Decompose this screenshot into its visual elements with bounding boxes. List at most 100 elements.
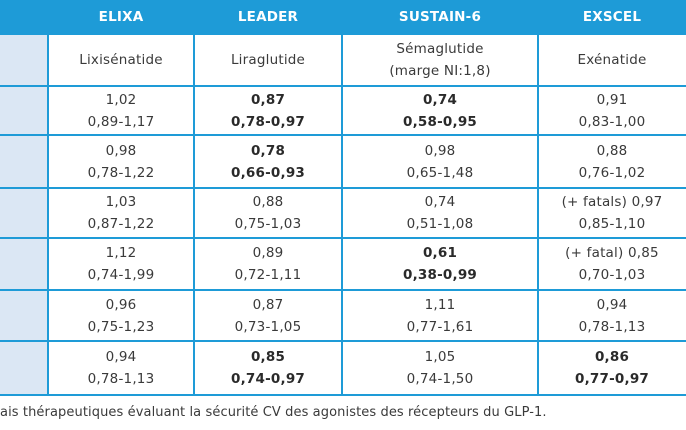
- hazard-ratio: 0,89: [252, 245, 284, 261]
- confidence-interval: 0,65-1,48: [406, 164, 474, 181]
- hazard-ratio: 0,94: [105, 349, 137, 365]
- drug-name: Sémaglutide: [396, 41, 484, 57]
- confidence-interval: 0,78-1,22: [87, 164, 155, 181]
- confidence-interval: 0,83-1,00: [578, 113, 646, 130]
- drug-cell: Exénatide: [538, 34, 686, 86]
- confidence-interval: 0,73-1,05: [234, 318, 302, 335]
- hazard-ratio: 1,12: [105, 245, 137, 261]
- confidence-interval: 0,51-1,08: [406, 216, 474, 232]
- result-cell: 0,94 0,78-1,13: [48, 341, 194, 395]
- result-cell: 0,61 0,38-0,99: [342, 238, 538, 290]
- column-divider: [341, 0, 343, 395]
- result-cell: 0,89 0,72-1,11: [194, 238, 342, 290]
- result-cell: 0,91 0,83-1,00: [538, 86, 686, 135]
- row-divider: [0, 85, 686, 87]
- hazard-ratio: 0,74: [422, 91, 458, 108]
- row-label-cell: [0, 135, 48, 188]
- confidence-interval: 0,77-0,97: [574, 371, 650, 387]
- drug-name: Lixisénatide: [79, 52, 163, 68]
- row-divider: [0, 237, 686, 239]
- result-cell: 1,02 0,89-1,17: [48, 86, 194, 135]
- column-header-label: EXSCEL: [582, 9, 642, 25]
- confidence-interval: 0,78-0,97: [230, 113, 306, 130]
- result-cell: 1,11 0,77-1,61: [342, 290, 538, 341]
- hazard-ratio: 0,78: [250, 142, 286, 159]
- hazard-ratio: 0,86: [594, 349, 630, 365]
- column-header: LEADER: [194, 0, 342, 34]
- drug-cell: Liraglutide: [194, 34, 342, 86]
- header-corner: [0, 0, 48, 34]
- result-cell: 0,78 0,66-0,93: [194, 135, 342, 188]
- result-cell: 0,88 0,76-1,02: [538, 135, 686, 188]
- confidence-interval: 0,74-1,99: [87, 267, 155, 283]
- confidence-interval: 0,78-1,13: [87, 371, 155, 387]
- result-cell: 0,98 0,65-1,48: [342, 135, 538, 188]
- column-divider: [537, 0, 539, 395]
- drug-name: Exénatide: [577, 52, 647, 68]
- confidence-interval: 0,74-0,97: [230, 371, 306, 387]
- result-cell: 0,87 0,78-0,97: [194, 86, 342, 135]
- table-caption: ais thérapeutiques évaluant la sécurité …: [0, 405, 547, 420]
- hazard-ratio: 0,91: [596, 91, 628, 108]
- confidence-interval: 0,76-1,02: [578, 164, 646, 181]
- hazard-ratio: 0,87: [250, 91, 286, 108]
- column-header-label: ELIXA: [98, 9, 144, 25]
- column-header-label: LEADER: [237, 9, 299, 25]
- result-cell: 0,74 0,51-1,08: [342, 188, 538, 238]
- row-label-cell: [0, 188, 48, 238]
- hazard-ratio: 0,98: [105, 142, 137, 159]
- result-cell: 1,12 0,74-1,99: [48, 238, 194, 290]
- confidence-interval: 0,38-0,99: [402, 267, 478, 283]
- hazard-ratio: 1,05: [424, 349, 456, 365]
- hazard-ratio: 0,61: [422, 245, 458, 261]
- hazard-ratio: 0,87: [252, 296, 284, 313]
- confidence-interval: 0,72-1,11: [234, 267, 302, 283]
- row-divider: [0, 33, 686, 35]
- result-cell: (+ fatals) 0,97 0,85-1,10: [538, 188, 686, 238]
- hazard-ratio: 0,98: [424, 142, 456, 159]
- confidence-interval: 0,66-0,93: [230, 164, 306, 181]
- result-cell: 1,03 0,87-1,22: [48, 188, 194, 238]
- hazard-ratio: 0,88: [252, 194, 284, 210]
- drug-name: (marge NI:1,8): [389, 63, 491, 79]
- result-cell: 0,86 0,77-0,97: [538, 341, 686, 395]
- confidence-interval: 0,75-1,03: [234, 216, 302, 232]
- drug-cell: Lixisénatide: [48, 34, 194, 86]
- confidence-interval: 0,85-1,10: [578, 216, 646, 232]
- confidence-interval: 0,87-1,22: [87, 216, 155, 232]
- confidence-interval: 0,70-1,03: [578, 267, 646, 283]
- column-header: ELIXA: [48, 0, 194, 34]
- hazard-ratio: 0,96: [105, 296, 137, 313]
- result-cell: 0,85 0,74-0,97: [194, 341, 342, 395]
- result-cell: 0,87 0,73-1,05: [194, 290, 342, 341]
- row-divider: [0, 340, 686, 342]
- confidence-interval: 0,58-0,95: [402, 113, 478, 130]
- column-header: SUSTAIN-6: [342, 0, 538, 34]
- drug-name: Liraglutide: [230, 52, 306, 68]
- hazard-ratio: 1,11: [424, 296, 456, 313]
- column-divider: [47, 0, 49, 395]
- column-divider: [193, 0, 195, 395]
- row-divider: [0, 187, 686, 189]
- hazard-ratio: (+ fatals) 0,97: [561, 194, 663, 210]
- hazard-ratio: 0,94: [596, 296, 628, 313]
- confidence-interval: 0,74-1,50: [406, 371, 474, 387]
- confidence-interval: 0,75-1,23: [87, 318, 155, 335]
- row-label-cell: [0, 34, 48, 86]
- hazard-ratio: 1,03: [105, 194, 137, 210]
- result-cell: 1,05 0,74-1,50: [342, 341, 538, 395]
- row-label-cell: [0, 238, 48, 290]
- row-label-cell: [0, 341, 48, 395]
- confidence-interval: 0,77-1,61: [406, 318, 474, 335]
- hazard-ratio: 0,74: [424, 194, 456, 210]
- confidence-interval: 0,78-1,13: [578, 318, 646, 335]
- result-cell: 0,74 0,58-0,95: [342, 86, 538, 135]
- hazard-ratio: (+ fatal) 0,85: [565, 245, 659, 261]
- result-cell: 0,94 0,78-1,13: [538, 290, 686, 341]
- column-header-label: SUSTAIN-6: [398, 9, 482, 25]
- hazard-ratio: 0,88: [596, 142, 628, 159]
- row-divider: [0, 134, 686, 136]
- row-divider: [0, 394, 686, 396]
- row-divider: [0, 289, 686, 291]
- confidence-interval: 0,89-1,17: [87, 113, 155, 130]
